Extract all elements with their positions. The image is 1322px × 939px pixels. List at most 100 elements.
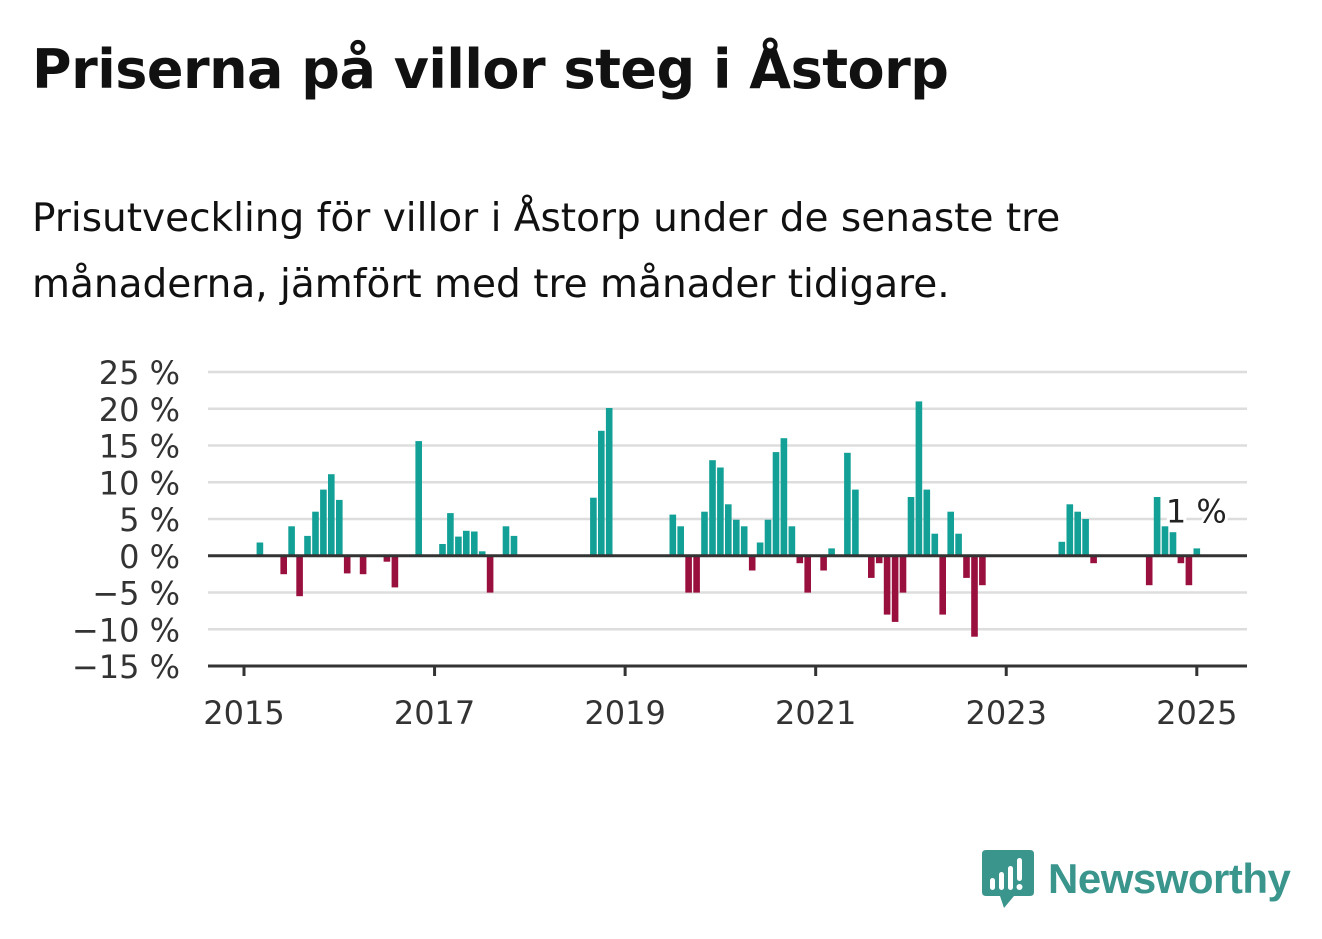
bar <box>780 438 788 556</box>
annotations: 1 % <box>1163 489 1230 533</box>
y-tick-label: −15 % <box>72 648 180 686</box>
page-subtitle: Prisutveckling för villor i Åstorp under… <box>32 196 1061 307</box>
bar <box>891 555 899 622</box>
bar <box>455 536 462 556</box>
bar <box>709 460 716 556</box>
bar <box>883 555 891 615</box>
x-tick-label: 2015 <box>203 694 284 732</box>
x-tick-label: 2019 <box>584 694 665 732</box>
x-axis-labels: 2015 2017 2019 2021 2023 2025 <box>203 694 1237 732</box>
bar <box>788 526 796 556</box>
bar <box>1082 519 1089 556</box>
bar <box>296 555 303 597</box>
bar <box>820 555 827 571</box>
bar <box>756 542 764 556</box>
bar <box>1185 555 1193 586</box>
y-tick-label: 5 % <box>119 501 180 539</box>
bar <box>963 555 970 578</box>
bar <box>463 530 470 556</box>
bar <box>1193 548 1201 556</box>
bar <box>1161 526 1169 556</box>
bar <box>1169 532 1177 556</box>
x-tick-label: 2021 <box>775 694 856 732</box>
y-tick-label: 0 % <box>119 538 180 576</box>
bar <box>1090 555 1097 564</box>
x-tick-label: 2025 <box>1156 694 1237 732</box>
bar <box>717 467 724 556</box>
bar <box>725 504 732 556</box>
bar <box>979 555 986 586</box>
bar <box>502 526 510 556</box>
bar <box>899 555 907 593</box>
bar <box>447 513 454 556</box>
bar <box>868 555 875 578</box>
bar <box>852 489 859 556</box>
bar <box>955 533 962 556</box>
y-tick-label: 15 % <box>99 428 180 466</box>
bar <box>701 511 708 556</box>
bar <box>733 519 740 556</box>
bar <box>486 555 494 593</box>
bar <box>415 441 422 556</box>
bar <box>844 452 851 556</box>
bar <box>685 555 692 593</box>
bar <box>478 551 486 556</box>
bar <box>391 555 399 588</box>
y-tick-label: 10 % <box>99 464 180 502</box>
bar <box>693 555 700 593</box>
bar <box>677 526 684 556</box>
newsworthy-logo-icon <box>982 850 1034 908</box>
bar <box>772 452 780 556</box>
bar <box>1058 541 1066 556</box>
bar <box>328 474 335 556</box>
bar <box>931 533 939 556</box>
axes <box>208 554 1247 676</box>
bar <box>336 499 343 556</box>
bar <box>875 555 883 564</box>
bar <box>1066 504 1074 556</box>
bar <box>590 497 597 556</box>
last-value-label: 1 % <box>1166 492 1227 530</box>
y-tick-label: −5 % <box>92 575 180 613</box>
bar <box>256 542 264 556</box>
bar <box>764 519 772 556</box>
bar <box>748 555 756 571</box>
bar <box>288 526 295 556</box>
bar <box>939 555 946 615</box>
bar <box>312 511 319 556</box>
bars <box>256 401 1201 637</box>
bar <box>740 526 748 556</box>
bar <box>804 555 811 593</box>
bar <box>1145 555 1153 586</box>
bar <box>439 544 446 556</box>
bar <box>915 401 923 556</box>
y-axis-labels: 25 %20 %15 %10 %5 %0 %−5 %−10 %−15 % <box>72 354 180 686</box>
bar <box>1074 511 1081 556</box>
bar <box>304 535 311 556</box>
x-tick-label: 2017 <box>394 694 475 732</box>
bar <box>320 489 327 556</box>
x-tick-label: 2023 <box>966 694 1047 732</box>
bar <box>471 531 478 556</box>
bar <box>510 535 518 556</box>
bar <box>359 555 367 575</box>
bar <box>598 430 605 556</box>
bar <box>828 548 835 556</box>
price-change-chart: 25 %20 %15 %10 %5 %0 %−5 %−10 %−15 % 201… <box>72 354 1247 732</box>
bar <box>280 555 287 575</box>
bar <box>923 489 931 556</box>
brand-name: Newsworthy <box>1048 855 1291 902</box>
bar <box>796 555 804 564</box>
y-tick-label: 25 % <box>99 354 180 392</box>
bar <box>1153 497 1161 556</box>
bar <box>1177 555 1185 564</box>
bar <box>383 555 391 562</box>
bar <box>343 555 351 574</box>
bar <box>605 408 613 556</box>
page-title: Priserna på villor steg i Åstorp <box>32 38 949 101</box>
bar <box>971 555 978 637</box>
bar <box>907 497 915 556</box>
bar <box>947 511 954 556</box>
y-tick-label: −10 % <box>72 611 180 649</box>
brand: Newsworthy <box>980 848 1291 910</box>
